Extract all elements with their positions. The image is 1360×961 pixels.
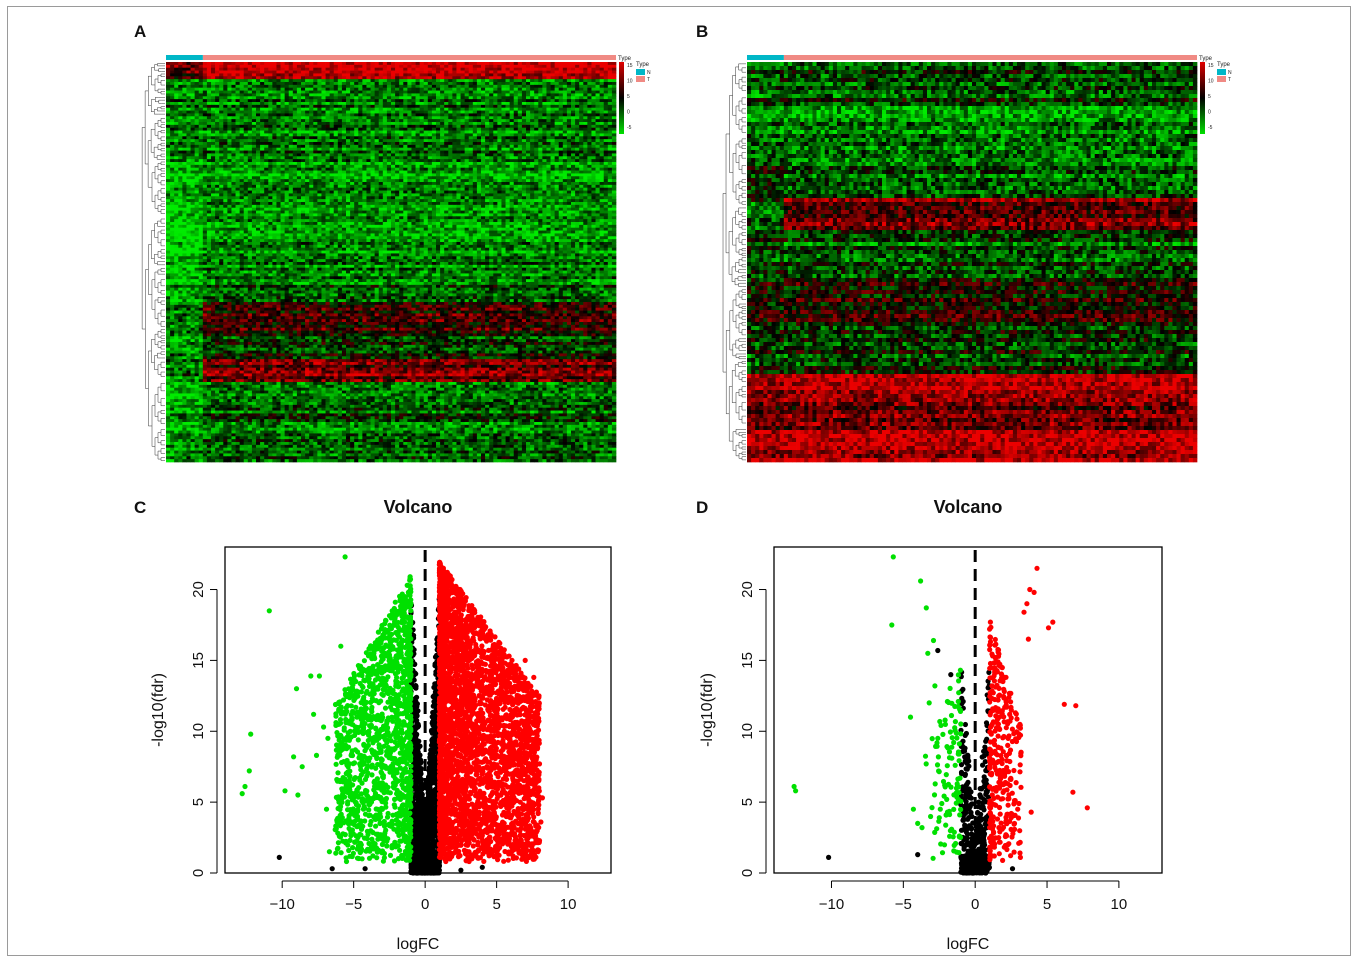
group-legend-label-t: T bbox=[1228, 77, 1231, 83]
figure-frame bbox=[7, 6, 1351, 956]
annotation-track-title: Type bbox=[1199, 56, 1213, 62]
colorbar-tick-label: -5 bbox=[627, 125, 632, 131]
group-legend-label-n: N bbox=[647, 70, 651, 76]
colorbar-tick-label: 15 bbox=[627, 63, 633, 69]
group-legend-title: Type bbox=[636, 62, 650, 68]
plot-title: Volcano bbox=[384, 497, 453, 517]
annotation-track-t bbox=[783, 55, 1197, 60]
colorbar bbox=[619, 62, 624, 134]
annotation-track-t bbox=[202, 55, 616, 60]
panel-label-a: A bbox=[134, 22, 146, 42]
colorbar-tick-label: 0 bbox=[627, 110, 630, 116]
panel-label-b: B bbox=[696, 22, 708, 42]
annotation-track-n bbox=[166, 55, 203, 60]
colorbar-tick-label: -5 bbox=[1208, 125, 1213, 131]
group-legend-swatch-n bbox=[636, 69, 645, 75]
colorbar-tick-label: 10 bbox=[627, 79, 633, 85]
heatmap-cells bbox=[166, 62, 617, 463]
row-dendrogram bbox=[722, 63, 746, 461]
group-legend-swatch-n bbox=[1217, 69, 1226, 75]
group-legend-swatch-t bbox=[636, 76, 645, 82]
panel-label-d: D bbox=[696, 498, 708, 518]
annotation-track-n bbox=[747, 55, 784, 60]
group-legend-label-n: N bbox=[1228, 70, 1232, 76]
annotation-track-title: Type bbox=[618, 56, 632, 62]
heatmap-cells bbox=[747, 62, 1198, 463]
colorbar-tick-label: 15 bbox=[1208, 63, 1214, 69]
colorbar-tick-label: 10 bbox=[1208, 79, 1214, 85]
group-legend-label-t: T bbox=[647, 77, 650, 83]
group-legend-swatch-t bbox=[1217, 76, 1226, 82]
colorbar-tick-label: 5 bbox=[627, 94, 630, 100]
panel-label-c: C bbox=[134, 498, 146, 518]
colorbar bbox=[1200, 62, 1205, 134]
colorbar-tick-label: 5 bbox=[1208, 94, 1211, 100]
group-legend-title: Type bbox=[1217, 62, 1231, 68]
row-dendrogram bbox=[141, 63, 165, 461]
data-points bbox=[239, 554, 546, 876]
colorbar-tick-label: 0 bbox=[1208, 110, 1211, 116]
